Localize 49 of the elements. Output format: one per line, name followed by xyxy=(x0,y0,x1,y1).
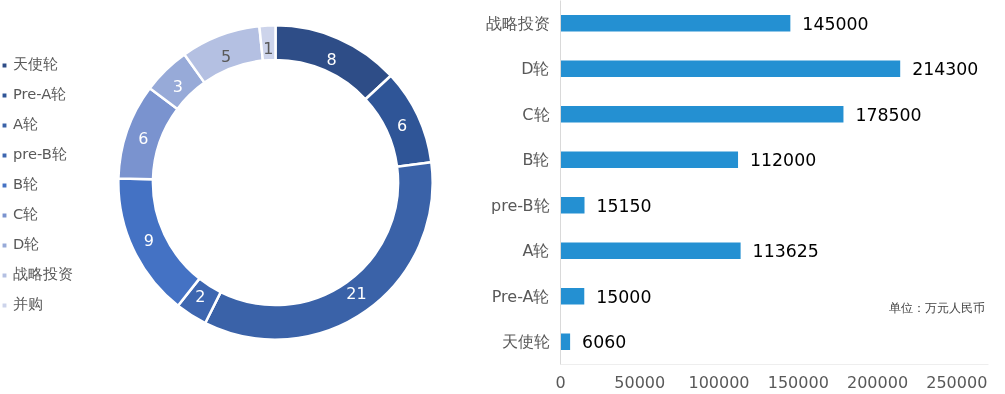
legend-label: 并购 xyxy=(13,295,43,314)
x-tick-label: 100000 xyxy=(688,372,750,392)
y-tick-label: C轮 xyxy=(522,104,550,124)
data-label: 6060 xyxy=(582,332,627,353)
data-label: 15000 xyxy=(596,286,652,307)
data-label: 6 xyxy=(397,116,408,136)
bar xyxy=(560,197,585,214)
y-tick-label: 天使轮 xyxy=(501,332,550,352)
data-label: 1 xyxy=(263,38,274,58)
y-tick-label: D轮 xyxy=(521,59,550,79)
data-label: 145000 xyxy=(802,13,869,34)
bar xyxy=(560,60,901,77)
legend-label: B轮 xyxy=(13,175,39,194)
data-label: 8 xyxy=(326,49,337,69)
x-tick-label: 150000 xyxy=(767,372,829,392)
data-label: 9 xyxy=(143,230,154,250)
bar xyxy=(560,151,739,168)
data-label: 113625 xyxy=(752,241,819,262)
legend-label: C轮 xyxy=(13,205,39,224)
x-tick-label: 0 xyxy=(555,372,566,392)
data-label: 112000 xyxy=(750,150,817,171)
legend-label: 战略投资 xyxy=(13,265,73,284)
data-label: 2 xyxy=(195,287,206,307)
bar xyxy=(560,242,741,259)
x-tick-label: 250000 xyxy=(926,372,988,392)
x-tick-label: 50000 xyxy=(614,372,666,392)
annotation: 单位：万元人民币 xyxy=(888,300,985,315)
y-tick-label: B轮 xyxy=(522,150,550,170)
legend-label: D轮 xyxy=(13,235,40,254)
data-label: 214300 xyxy=(912,59,979,80)
bar xyxy=(560,288,585,305)
data-label: 6 xyxy=(138,129,149,149)
data-label: 3 xyxy=(172,76,183,96)
bar xyxy=(560,106,844,123)
data-label: 15150 xyxy=(596,195,652,216)
legend-label: pre-B轮 xyxy=(13,145,67,164)
bar xyxy=(560,333,571,350)
y-tick-label: 战略投资 xyxy=(485,13,550,33)
y-tick-label: A轮 xyxy=(522,241,550,261)
data-label: 178500 xyxy=(855,104,922,125)
legend-label: A轮 xyxy=(13,115,39,134)
bar xyxy=(560,15,791,32)
x-tick-label: 200000 xyxy=(847,372,909,392)
legend-label: Pre-A轮 xyxy=(13,85,67,104)
data-label: 21 xyxy=(346,283,367,303)
y-tick-label: pre-B轮 xyxy=(491,195,550,215)
legend-label: 天使轮 xyxy=(13,55,58,74)
data-label: 5 xyxy=(221,47,232,67)
y-tick-label: Pre-A轮 xyxy=(491,286,550,306)
